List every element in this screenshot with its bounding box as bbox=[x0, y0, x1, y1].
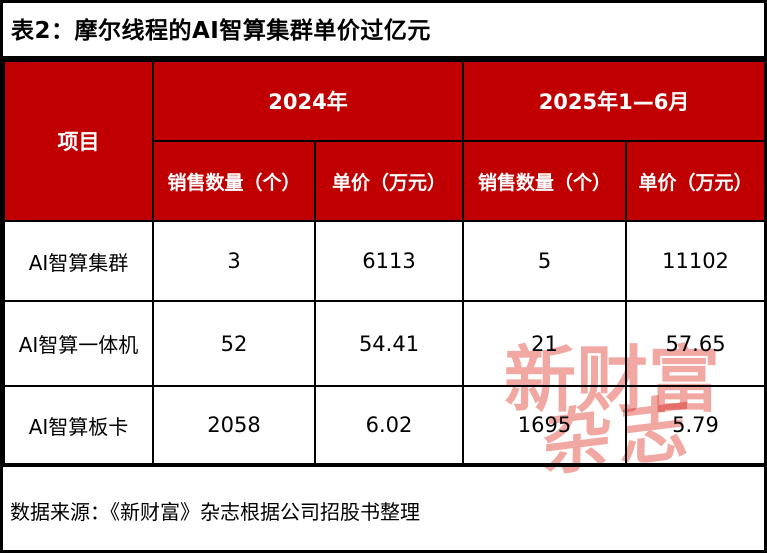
data-source-note: 数据来源：《新财富》杂志根据公司招股书整理 bbox=[3, 465, 764, 550]
table-row-ai-board: AI智算板卡 2058 6.02 1695 5.79 bbox=[3, 385, 764, 465]
header-2025-unit-price: 单价（万元） bbox=[625, 140, 764, 222]
cell-2025-price: 5.79 bbox=[625, 385, 764, 465]
cell-2025-price: 11102 bbox=[625, 220, 764, 302]
row-label: AI智算板卡 bbox=[3, 385, 154, 465]
header-group-2024: 2024年 bbox=[151, 60, 465, 142]
header-2024-sales-qty: 销售数量（个） bbox=[152, 140, 316, 222]
cell-2025-qty: 21 bbox=[462, 300, 628, 387]
cell-2024-qty: 3 bbox=[152, 220, 316, 302]
header-item-column: 项目 bbox=[3, 60, 154, 222]
header-sub-row: 销售数量（个） 单价（万元） 销售数量（个） 单价（万元） bbox=[4, 140, 764, 222]
cell-2025-qty: 1695 bbox=[462, 385, 628, 465]
cell-2025-price: 57.65 bbox=[625, 300, 764, 387]
table-row-ai-allinone: AI智算一体机 52 54.41 21 57.65 bbox=[3, 300, 764, 387]
cell-2024-price: 6.02 bbox=[313, 385, 465, 465]
cell-2025-qty: 5 bbox=[462, 220, 628, 302]
header-2024-unit-price: 单价（万元） bbox=[313, 140, 465, 222]
data-table: 项目 2024年 2025年1—6月 销售数量（个） 单价（万元） 销售数量（个… bbox=[3, 60, 764, 465]
cell-2024-price: 54.41 bbox=[313, 300, 465, 387]
cell-2024-qty: 52 bbox=[152, 300, 316, 387]
header-group-row: 项目 2024年 2025年1—6月 bbox=[3, 60, 764, 222]
row-label: AI智算一体机 bbox=[3, 300, 154, 387]
header-group-2025h1: 2025年1—6月 bbox=[462, 60, 764, 142]
table-row-ai-cluster: AI智算集群 3 6113 5 11102 bbox=[3, 220, 764, 302]
header-2025-sales-qty: 销售数量（个） bbox=[462, 140, 628, 222]
cell-2024-qty: 2058 bbox=[152, 385, 316, 465]
table-title: 表2：摩尔线程的AI智算集群单价过亿元 bbox=[3, 3, 764, 60]
cell-2024-price: 6113 bbox=[313, 220, 465, 302]
row-label: AI智算集群 bbox=[3, 220, 154, 302]
